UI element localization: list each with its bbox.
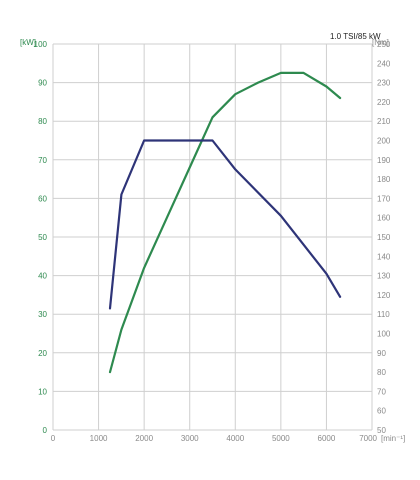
grid	[52, 43, 373, 431]
right-tick-label-2: 70	[377, 387, 386, 396]
right-tick-label-11: 160	[377, 214, 391, 223]
left-axis-ticks: 0 10 20 30 40 50 60 70 80 90 100	[34, 40, 48, 435]
torque-curve	[108, 139, 342, 310]
right-tick-label-18: 230	[377, 79, 391, 88]
right-tick-label-1: 60	[377, 407, 386, 416]
x-tick-label-2: 2000	[135, 434, 153, 443]
x-axis-ticks: 0 1000 2000 3000 4000 5000 6000 7000	[51, 434, 378, 443]
x-tick-label-3: 3000	[181, 434, 199, 443]
left-tick-label-2: 20	[38, 349, 47, 358]
left-tick-label-8: 80	[38, 117, 47, 126]
left-tick-label-9: 90	[38, 79, 47, 88]
x-axis-unit: [min⁻¹]	[381, 434, 405, 443]
right-tick-label-4: 90	[377, 349, 386, 358]
right-tick-label-6: 110	[377, 310, 390, 319]
right-tick-label-10: 150	[377, 233, 391, 242]
right-tick-label-0: 50	[377, 426, 386, 435]
right-tick-label-3: 80	[377, 368, 386, 377]
x-tick-label-1: 1000	[90, 434, 108, 443]
right-tick-label-13: 180	[377, 175, 391, 184]
right-tick-label-7: 120	[377, 291, 391, 300]
left-tick-label-1: 10	[38, 387, 47, 396]
series-lines	[108, 71, 342, 374]
right-tick-label-12: 170	[377, 194, 391, 203]
right-tick-label-14: 190	[377, 156, 391, 165]
left-tick-label-0: 0	[43, 426, 48, 435]
left-tick-label-7: 70	[38, 156, 47, 165]
left-tick-label-4: 40	[38, 272, 47, 281]
power-curve	[108, 71, 342, 374]
x-tick-label-6: 6000	[318, 434, 336, 443]
x-tick-label-7: 7000	[359, 434, 377, 443]
right-tick-label-19: 240	[377, 59, 391, 68]
left-tick-label-3: 30	[38, 310, 47, 319]
x-tick-label-4: 4000	[226, 434, 244, 443]
right-tick-label-9: 140	[377, 252, 391, 261]
left-tick-label-10: 100	[34, 40, 48, 49]
right-tick-label-16: 210	[377, 117, 391, 126]
right-axis-ticks: 50 60 70 80 90 100 110 120 130 140 150 160 170 180 190…	[377, 40, 391, 435]
chart-title: 1.0 TSI/85 kW	[330, 32, 381, 41]
right-tick-label-5: 100	[377, 330, 391, 339]
left-tick-label-5: 50	[38, 233, 47, 242]
left-tick-label-6: 60	[38, 194, 47, 203]
x-tick-label-0: 0	[51, 434, 56, 443]
right-axis-unit: [Nm]	[372, 38, 389, 47]
right-tick-label-20: 250	[377, 40, 391, 49]
right-tick-label-8: 130	[377, 272, 391, 281]
right-tick-label-17: 220	[377, 98, 391, 107]
right-tick-label-15: 200	[377, 137, 391, 146]
x-tick-label-5: 5000	[272, 434, 290, 443]
left-axis-unit: [kW]	[20, 38, 36, 47]
